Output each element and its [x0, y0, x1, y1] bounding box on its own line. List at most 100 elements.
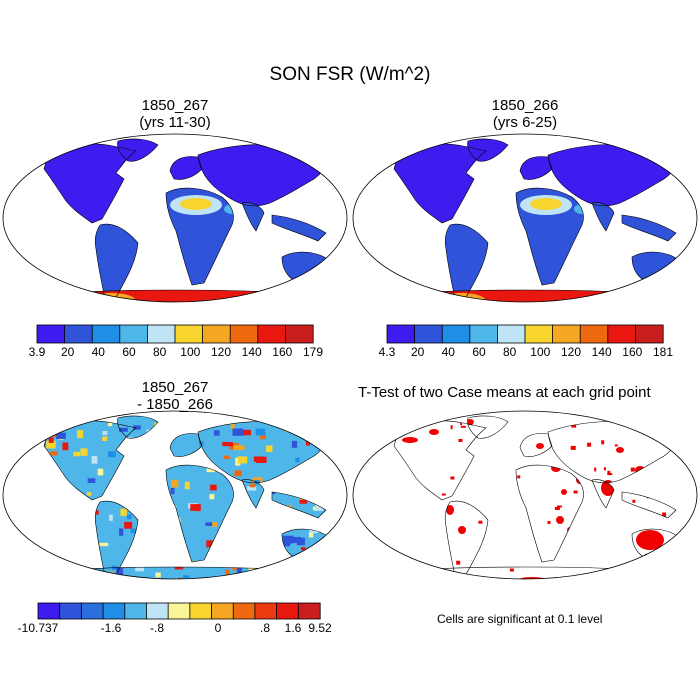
significant-cell [408, 422, 413, 427]
panel-3-map [0, 410, 350, 585]
coastline [591, 202, 615, 232]
anomaly-patch [233, 445, 245, 451]
land-region [445, 224, 488, 302]
anomaly-patch [146, 462, 156, 469]
colorbar-1-label: 40 [91, 345, 105, 359]
anomaly-patch [116, 568, 124, 576]
anomaly-patch [101, 515, 110, 521]
anomaly-patch [305, 550, 313, 557]
anomaly-patch [168, 415, 174, 419]
significant-cell [587, 442, 592, 447]
significant-cell [417, 510, 422, 513]
colorbar-1-label: 20 [61, 345, 75, 359]
anomaly-patch [315, 504, 323, 511]
significant-cell [509, 568, 514, 572]
colorbar-swatch [497, 324, 526, 344]
significant-cell [636, 530, 664, 550]
anomaly-patch [189, 418, 197, 423]
significant-cell [460, 425, 466, 428]
panel-1-map-svg [2, 133, 348, 303]
colorbar-swatch [37, 602, 61, 620]
anomaly-patch [265, 521, 271, 526]
significant-cell [623, 518, 629, 522]
panel-1-map-layer [2, 133, 348, 303]
map-clip-group [43, 138, 331, 302]
significant-cell [504, 502, 509, 505]
significant-cell [506, 455, 514, 461]
colorbar-swatch [147, 324, 176, 344]
anomaly-patch [222, 442, 233, 447]
colorbar-swatch [469, 324, 499, 344]
anomaly-patch [37, 413, 42, 420]
significant-cell [391, 543, 393, 546]
significant-cell [571, 424, 577, 428]
significant-cell [365, 516, 370, 519]
panel-3-title-line1: 1850_267 [141, 379, 209, 396]
anomaly-patch [99, 415, 107, 417]
colorbar-3: -10.737 -1.6 -.8 0 .8 1.6 9.52 [18, 602, 332, 635]
panel-2-map-svg [352, 133, 698, 303]
figure-title: SON FSR (W/m^2) [269, 64, 431, 85]
panel-3-title-line2: - 1850_266 [137, 396, 213, 413]
colorbar-1-labels: 3.9 20 40 60 80 100 120 140 160 179 [29, 345, 323, 361]
coastline [519, 433, 553, 457]
colorbar-swatch [167, 602, 191, 620]
anomaly-patch [302, 491, 313, 498]
colorbar-2-label: 120 [560, 345, 582, 359]
anomaly-patch [249, 517, 256, 524]
anomaly-patch [292, 537, 302, 543]
anomaly-patch [108, 514, 113, 521]
anomaly-patch [157, 477, 167, 486]
significant-cell [476, 483, 480, 488]
significant-cell [527, 560, 531, 563]
significant-cell [567, 527, 573, 533]
anomaly-patch [230, 422, 235, 429]
colorbar-swatch [284, 324, 314, 344]
anomaly-patch [309, 490, 316, 496]
land-region [44, 143, 136, 223]
colorbar-swatch [124, 602, 148, 620]
anomaly-patch [300, 547, 306, 551]
anomaly-patch [318, 501, 328, 506]
anomaly-patch [209, 427, 214, 435]
map-boundary [2, 410, 348, 580]
colorbar-2-labels: 4.3 20 40 60 80 100 120 140 160 181 [379, 345, 673, 361]
panel-4-title: T-Test of two Case means at each grid po… [358, 384, 651, 401]
colorbar-1-svg [36, 324, 314, 344]
colorbar-swatch [441, 324, 471, 344]
significant-cell [421, 495, 425, 499]
land-region [44, 420, 136, 500]
anomaly-patch [71, 540, 81, 546]
land-region [170, 433, 202, 457]
coastline [467, 138, 509, 162]
anomaly-patch [248, 573, 257, 579]
significant-cell [607, 473, 613, 476]
anomaly-patch [46, 440, 56, 449]
anomaly-patch [56, 426, 65, 431]
anomaly-patch [147, 515, 154, 521]
land-region [272, 215, 326, 241]
colorbar-swatch [579, 324, 609, 344]
anomaly-patch [86, 492, 92, 496]
significant-cell [536, 443, 544, 449]
anomaly-patch [31, 462, 38, 468]
coastline [393, 420, 487, 501]
anomaly-patch [183, 575, 190, 579]
anomaly-patch [212, 522, 217, 527]
anomaly-patch [123, 469, 134, 477]
land-region [95, 224, 138, 302]
anomaly-patch [51, 575, 56, 579]
anomaly-patch [51, 494, 58, 499]
colorbar-swatch [189, 602, 213, 620]
significant-cell [469, 421, 473, 426]
anomaly-patch [247, 510, 253, 515]
anomaly-patch [135, 452, 142, 460]
land-region [394, 143, 486, 223]
colorbar-1-label: 100 [180, 345, 201, 359]
land-region [242, 202, 264, 231]
anomaly-patch [260, 432, 266, 440]
significant-cell [588, 532, 594, 535]
anomaly-patch [277, 415, 287, 418]
anomaly-patch [1, 464, 7, 471]
panel-1-map [0, 133, 350, 308]
